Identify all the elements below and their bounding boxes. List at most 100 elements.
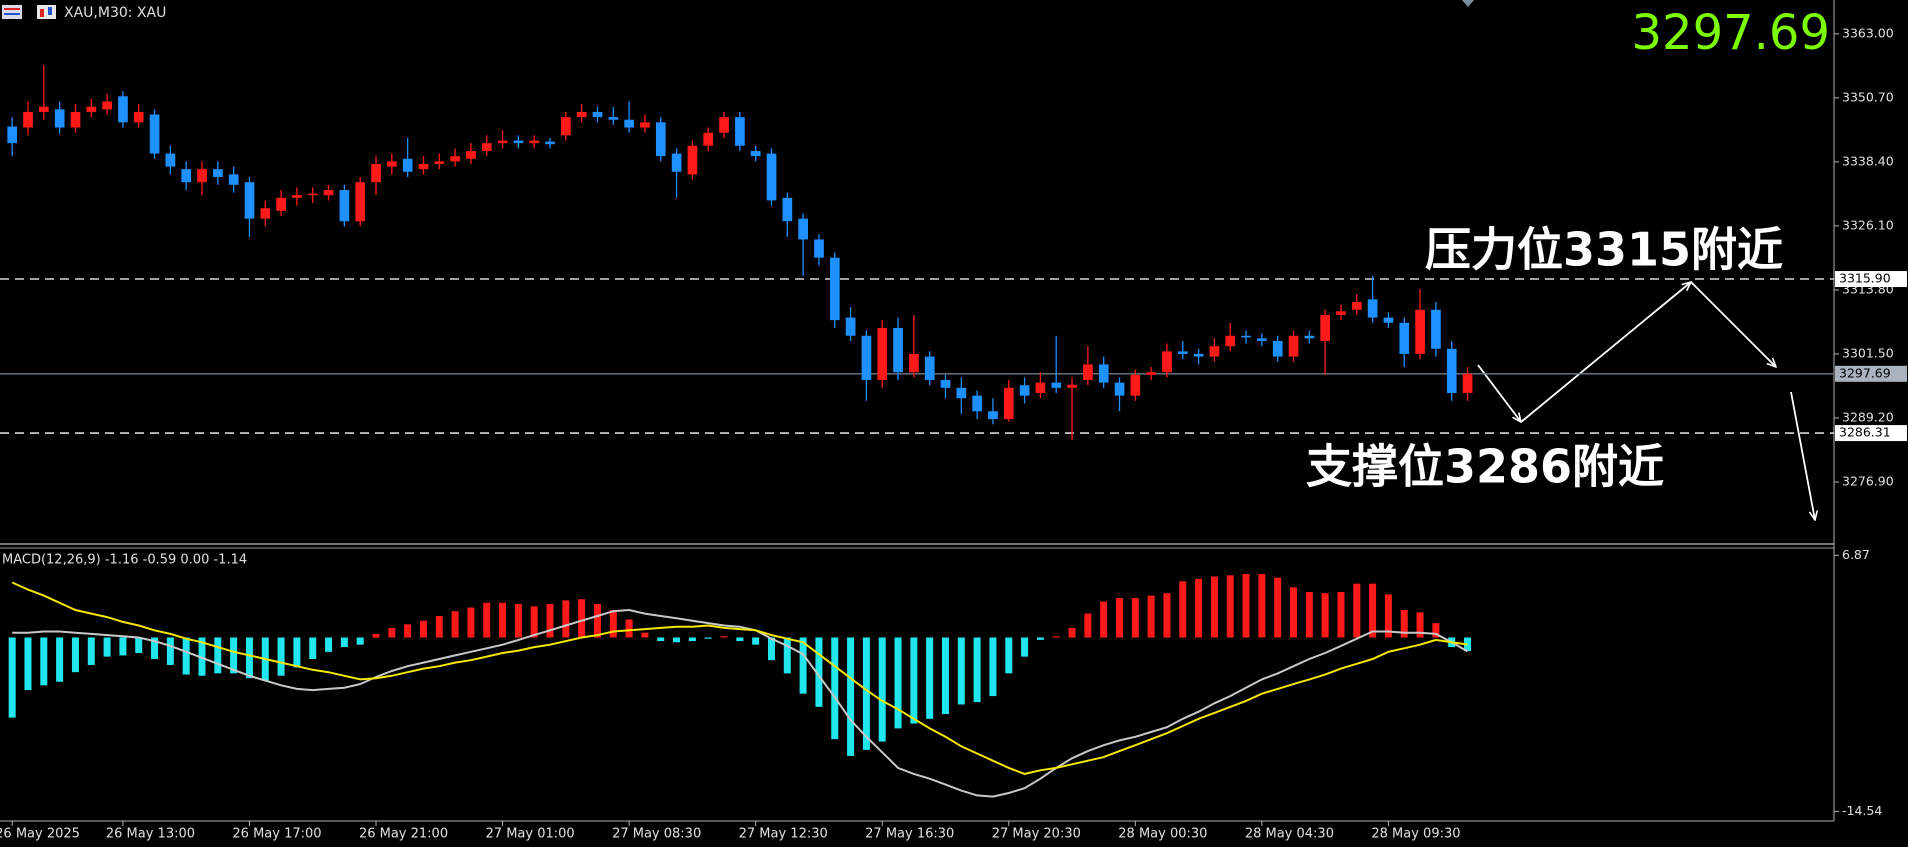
candle-body [972, 395, 983, 412]
candle-body [655, 122, 666, 157]
candle-body [1193, 353, 1204, 357]
histogram-bar [1021, 637, 1029, 657]
histogram-bar [720, 636, 728, 638]
candle-body [418, 163, 429, 170]
candle-body [1446, 348, 1457, 394]
candle-body [54, 109, 65, 128]
histogram-bar [1305, 592, 1313, 638]
candle-body [181, 169, 192, 183]
x-tick-label: 27 May 16:30 [865, 827, 954, 842]
histogram-bar [325, 637, 333, 652]
x-tick-label: 27 May 08:30 [612, 827, 701, 842]
candle-body [735, 117, 745, 146]
candle-body [1225, 335, 1236, 347]
histogram-bar [878, 637, 886, 742]
candle-body [924, 356, 935, 381]
histogram-bar [356, 637, 364, 645]
candle-body [1098, 364, 1109, 383]
y-tick-label: 6.87 [1842, 547, 1870, 562]
candle-body [1035, 382, 1046, 394]
candle-body [861, 335, 872, 381]
candle-body [481, 143, 492, 151]
candle-body [640, 122, 650, 128]
candle-body [1067, 384, 1077, 388]
candle-body [750, 150, 761, 157]
candle-body [1177, 351, 1188, 354]
candle-body [940, 380, 951, 388]
histogram-bar [166, 637, 174, 665]
y-tick-label: 3326.10 [1842, 217, 1894, 232]
histogram-bar [135, 637, 143, 654]
y-tick-label: 3276.90 [1842, 474, 1894, 489]
arrow [1477, 364, 1521, 422]
header-icon [4, 8, 20, 10]
y-tick-label: 3289.20 [1842, 410, 1894, 425]
candle-body [829, 257, 840, 321]
histogram-bar [1416, 612, 1424, 638]
candle-body [766, 153, 777, 201]
histogram-bar [688, 637, 696, 642]
histogram-bar [673, 637, 681, 643]
histogram-bar [926, 637, 934, 719]
histogram-bar [1036, 637, 1044, 640]
candle-body [798, 218, 809, 240]
histogram-bar [1163, 593, 1171, 638]
candle-body [545, 141, 555, 145]
histogram-bar [198, 637, 206, 676]
macd-line [11, 581, 1468, 775]
x-tick-label: 26 May 2025 [0, 827, 80, 842]
candle-body [1083, 364, 1093, 381]
candle-body [1019, 385, 1030, 396]
candle-body [561, 117, 571, 136]
histogram-bar [1179, 581, 1187, 638]
candle-body [1462, 373, 1473, 394]
histogram-bar [103, 637, 111, 657]
histogram-bar [182, 637, 190, 675]
histogram-bar [546, 603, 554, 638]
price-label: 3286.31 [1839, 425, 1891, 440]
histogram-bar [593, 603, 601, 638]
candle-body [497, 140, 508, 144]
histogram-bar [435, 615, 443, 638]
histogram-bar [309, 637, 317, 660]
x-tick-label: 28 May 09:30 [1371, 827, 1460, 842]
histogram-bar [419, 620, 427, 638]
histogram-bar [467, 607, 475, 638]
x-tick-label: 27 May 01:00 [486, 827, 575, 842]
candle-body [703, 132, 714, 146]
x-tick-label: 28 May 04:30 [1245, 827, 1334, 842]
candle-body [323, 190, 334, 196]
price-label-box [1835, 365, 1907, 382]
candle-body [228, 174, 239, 185]
price-label-box [1835, 425, 1907, 442]
histogram-bar [752, 637, 760, 645]
histogram-bar [1242, 574, 1250, 638]
current-price: 3297.69 [1632, 5, 1831, 61]
arrow [1520, 282, 1691, 423]
candle-body [893, 327, 903, 373]
candle-body [1114, 382, 1125, 396]
chart-header: XAU,M30: XAU [64, 5, 166, 21]
histogram-bar [1400, 609, 1408, 638]
histogram-bar [862, 637, 870, 750]
candle-body [292, 195, 302, 198]
histogram-bar [1084, 613, 1092, 638]
histogram-bar [815, 637, 823, 707]
candle-body [260, 208, 271, 219]
histogram-bar [1115, 598, 1123, 638]
candle-body [1130, 374, 1141, 396]
candle-body [909, 353, 919, 373]
candle-body [355, 182, 366, 222]
histogram-bar [1289, 587, 1297, 638]
y-tick-label: -14.54 [1842, 803, 1882, 818]
candle-body [529, 140, 540, 144]
candle-body [624, 119, 635, 128]
candle-body [276, 197, 286, 211]
candle-body [956, 387, 967, 399]
histogram-bar [989, 637, 997, 697]
candle-body [1272, 340, 1283, 357]
candle-body [402, 158, 413, 172]
candle-body [307, 193, 318, 196]
candle-body [466, 150, 476, 159]
